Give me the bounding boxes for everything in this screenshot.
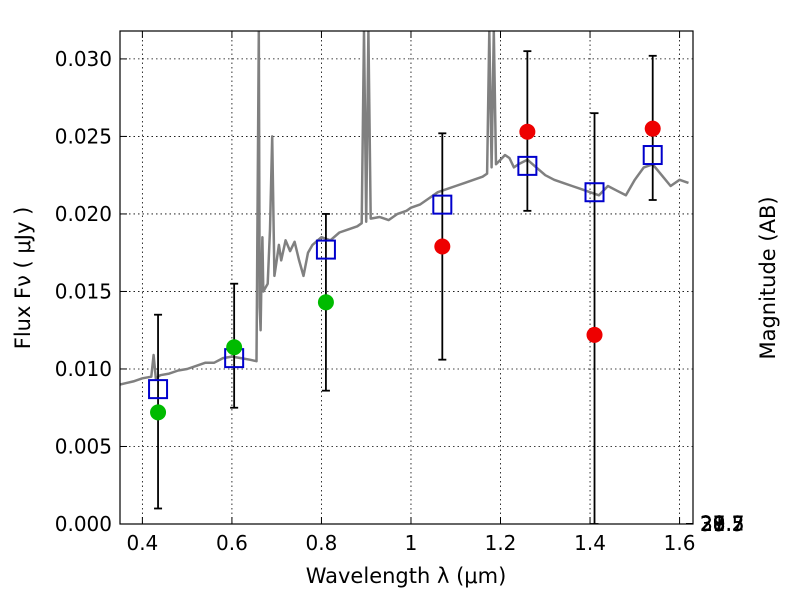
- right-tick-label: 30: [700, 512, 725, 536]
- observed-point: [586, 326, 603, 343]
- x-tick-label: 0.6: [216, 531, 248, 555]
- right-tick-label: 28: [700, 512, 725, 536]
- right-tick-label: 28.2: [700, 512, 745, 536]
- x-axis-label: Wavelength λ (μm): [306, 564, 507, 588]
- x-tick-label: 1: [405, 531, 418, 555]
- model-photometry-square: [315, 239, 336, 260]
- observed-point: [317, 294, 334, 311]
- right-tick-label: 29: [700, 512, 725, 536]
- x-tick-label: 0.8: [306, 531, 338, 555]
- plot-frame: [119, 30, 694, 525]
- y-tick-label: 0.020: [55, 202, 112, 226]
- model-photometry-square: [432, 194, 453, 215]
- right-tick-label: 29.5: [700, 512, 745, 536]
- x-tick-label: 1.4: [574, 531, 606, 555]
- observed-point: [519, 123, 536, 140]
- y-axis-label-right: Magnitude (AB): [756, 196, 780, 359]
- model-photometry-square: [584, 182, 605, 203]
- grid: [120, 31, 693, 525]
- observed-point: [226, 339, 243, 356]
- x-tick-label: 1.6: [664, 531, 696, 555]
- model-photometry-square: [517, 155, 538, 176]
- observed-point: [150, 404, 167, 421]
- observed-point: [434, 238, 451, 255]
- right-tick-label: 31: [700, 512, 725, 536]
- y-tick-label: 0.000: [55, 512, 112, 536]
- observed-point: [644, 120, 661, 137]
- y-tick-label: 0.005: [55, 434, 112, 458]
- right-tick-label: 28.5: [700, 512, 745, 536]
- y-tick-label: 0.025: [55, 124, 112, 148]
- x-tick-label: 1.2: [485, 531, 517, 555]
- model-photometry-square: [148, 379, 169, 400]
- right-tick-label: 27.7: [700, 512, 745, 536]
- model-spectrum-line: [120, 31, 689, 386]
- y-tick-label: 0.010: [55, 357, 112, 381]
- model-photometry-square: [642, 145, 663, 166]
- y-axis-label-left: Flux Fν ( μJy ): [11, 207, 35, 350]
- x-tick-label: 0.4: [126, 531, 158, 555]
- y-tick-label: 0.030: [55, 47, 112, 71]
- ticks: 0.4 0.6 0.8 1 1.2 1.4 1.6 0.000 0.005 0.010 0.015 0…: [55, 31, 745, 555]
- y-tick-label: 0.015: [55, 279, 112, 303]
- plot-layer: [120, 31, 689, 524]
